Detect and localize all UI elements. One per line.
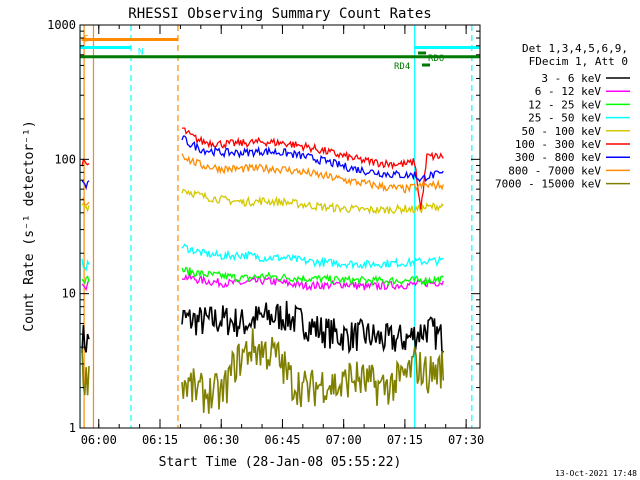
series-12-25-kev-segment-0	[81, 275, 90, 285]
y-tick-label-3: 1000	[47, 18, 76, 32]
legend-label-50-100-kev: 50 - 100 keV	[522, 125, 602, 138]
series-6-12-kev-segment-1	[181, 271, 444, 292]
legend-label-12-25-kev: 12 - 25 keV	[528, 98, 601, 111]
series-3-6-kev-segment-1	[181, 300, 445, 357]
x-tick-label-5: 07:15	[387, 433, 423, 447]
legend-header-line2: FDecim 1, Att 0	[529, 55, 628, 68]
series-800-7000-kev-segment-1	[181, 153, 444, 194]
legend-label-100-300-kev: 100 - 300 keV	[515, 138, 601, 151]
x-tick-label-2: 06:30	[203, 433, 239, 447]
legend-label-3-6-kev: 3 - 6 keV	[541, 72, 601, 85]
series-25-50-kev-segment-0	[81, 258, 90, 272]
chart-title: RHESSI Observing Summary Count Rates	[128, 6, 431, 22]
series-25-50-kev-segment-1	[181, 243, 444, 270]
footer-timestamp: 13-Oct-2021 17:48	[555, 469, 637, 478]
legend-label-7000-15000-kev: 7000 - 15000 keV	[495, 178, 601, 191]
legend-label-25-50-kev: 25 - 50 keV	[528, 112, 601, 125]
y-axis-label: Count Rate (s⁻¹ detector⁻¹)	[22, 120, 37, 331]
legend-header-line1: Det 1,3,4,5,6,9,	[522, 42, 628, 55]
y-tick-label-2: 100	[54, 152, 76, 166]
x-tick-label-4: 07:00	[326, 433, 362, 447]
series-6-12-kev-segment-0	[81, 279, 90, 292]
series-300-800-kev-segment-0	[81, 180, 90, 191]
y-tick-label-0: 1	[69, 421, 76, 435]
x-tick-label-0: 06:00	[81, 433, 117, 447]
legend-label-6-12-kev: 6 - 12 keV	[535, 85, 602, 98]
x-tick-label-1: 06:15	[142, 433, 178, 447]
series-50-100-kev-segment-1	[181, 188, 444, 215]
state-bar-label-n: N	[138, 47, 143, 57]
series-7000-15000-kev-segment-0	[81, 348, 90, 396]
series-800-7000-kev-segment-0	[81, 196, 90, 206]
legend-label-300-800-kev: 300 - 800 keV	[515, 151, 601, 164]
x-axis-label: Start Time (28-Jan-08 05:55:22)	[159, 455, 402, 470]
x-tick-label-3: 06:45	[264, 433, 300, 447]
annotation-rd4: RD4	[394, 62, 410, 72]
plot-frame	[79, 24, 481, 429]
y-tick-label-1: 10	[62, 287, 76, 301]
series-300-800-kev-segment-1	[181, 135, 444, 183]
legend-label-800-7000-kev: 800 - 7000 keV	[508, 164, 601, 177]
state-bar-label-s: S	[84, 34, 89, 44]
series-7000-15000-kev-segment-1	[181, 328, 445, 414]
series-12-25-kev-segment-1	[181, 266, 444, 287]
series-100-300-kev-segment-1	[182, 127, 444, 210]
x-tick-label-6: 07:30	[448, 433, 484, 447]
series-100-300-kev-segment-0	[81, 158, 90, 167]
series-50-100-kev-segment-0	[81, 201, 90, 213]
annotation-rdo: RDO	[428, 54, 444, 64]
series-3-6-kev-segment-0	[81, 324, 90, 353]
